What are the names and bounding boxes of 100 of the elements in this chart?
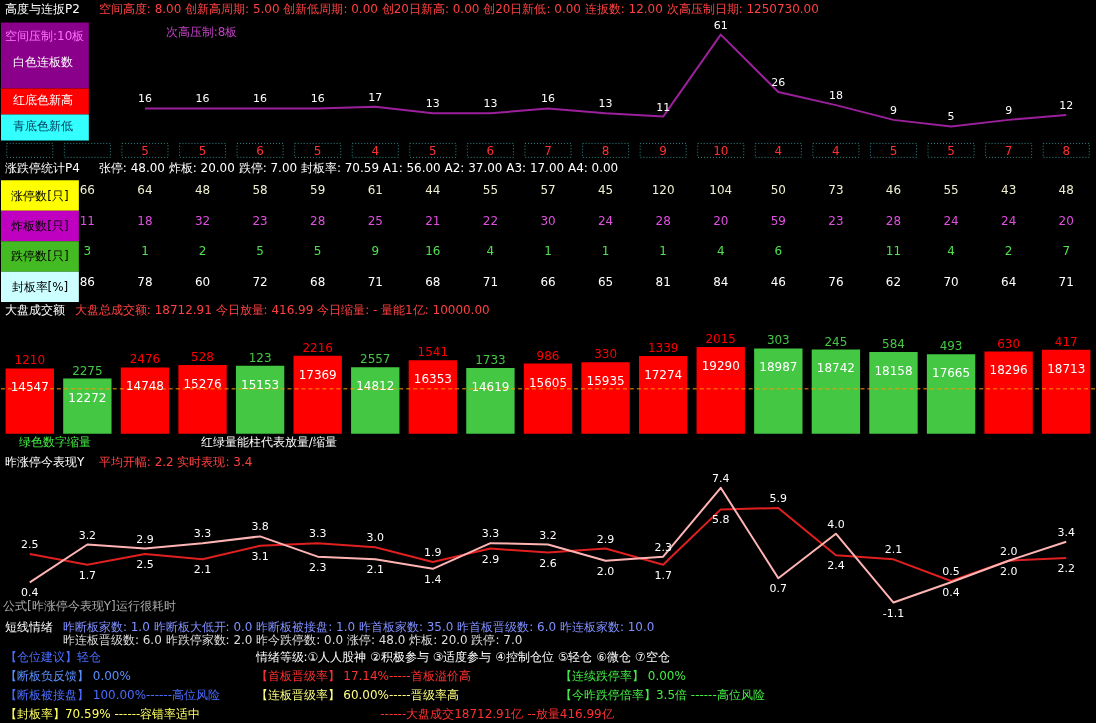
annotation: 493 (939, 339, 963, 354)
data-label: 17665 (932, 366, 971, 381)
data-label: 4 (371, 144, 380, 159)
data-label: 13 (483, 97, 498, 111)
data-label: 81 (655, 274, 671, 289)
chart-title: 涨跌停统计P4 (4, 161, 80, 176)
text: 【今昨跌停倍率】3.5倍 ------高位风险 (559, 688, 765, 703)
y-tick-label: 涨停数[只] (11, 188, 69, 203)
data-label: 84 (713, 274, 729, 289)
data-label: 7 (544, 144, 552, 159)
text: ------大盘成交18712.91亿 --放量416.99亿 (380, 707, 614, 722)
data-label: 4 (716, 244, 725, 259)
data-label: 120 (651, 183, 675, 198)
data-label: 21 (425, 213, 441, 228)
data-label: 3.3 (308, 527, 327, 541)
data-label: 5.9 (769, 492, 788, 506)
data-label: 2.6 (539, 556, 557, 570)
text: 短线情绪 (4, 619, 53, 634)
data-label: 15276 (183, 377, 222, 392)
data-label: 8 (601, 144, 610, 159)
annotation: 白色连板数 (12, 54, 73, 69)
data-label: 3.4 (1057, 525, 1075, 539)
data-label: 5 (889, 144, 898, 159)
data-label: 71 (1058, 274, 1074, 289)
data-label: 11 (656, 100, 671, 114)
data-label: 12272 (68, 390, 107, 405)
data-label: 7.4 (712, 471, 730, 485)
data-label: 2.5 (136, 557, 154, 571)
annotation: 123 (248, 350, 272, 365)
data-label: 86 (79, 274, 95, 289)
data-label: 48 (194, 183, 211, 198)
data-label: 32 (194, 213, 211, 228)
data-label: 58 (252, 183, 268, 198)
data-label: 2.5 (21, 537, 39, 551)
data-label: 10 (713, 144, 729, 159)
text: 【断板被接盘】 100.00%------高位风险 (4, 688, 220, 703)
annotation: 303 (766, 333, 790, 348)
data-label: 62 (885, 274, 902, 289)
data-label: 16 (195, 92, 210, 106)
y-tick-label: 跌停数[只] (11, 249, 69, 264)
data-label: 46 (885, 183, 902, 198)
y-tick-label: 封板率[%] (11, 279, 69, 294)
data-label: 24 (943, 213, 959, 228)
data-label: 2.0 (596, 564, 615, 578)
data-label: 28 (885, 213, 902, 228)
data-label: 76 (828, 274, 844, 289)
data-label: 1 (544, 244, 552, 259)
data-label: 2.9 (596, 532, 615, 546)
annotation: 青底色新低 (12, 119, 73, 134)
annotation: 1541 (417, 345, 449, 360)
data-label: 13 (425, 97, 440, 111)
data-label: 5 (198, 144, 207, 159)
data-label: 55 (943, 183, 959, 198)
data-label: 61 (713, 18, 728, 32)
data-label: 9 (371, 244, 380, 259)
data-label: 18987 (759, 360, 798, 375)
data-label: 1.7 (654, 568, 672, 582)
data-label: 18742 (816, 361, 855, 376)
data-label: 2.4 (827, 559, 845, 573)
data-label: 14812 (356, 379, 395, 394)
chart-subtitle: 空间高度: 8.00 创新高周期: 5.00 创新低周期: 0.00 创20日新高: 0.00 创20日新低: 0.00 连扳数: 12.00 次高压制日期: 1250730.00 (98, 1, 819, 16)
data-label: 16 (310, 92, 325, 106)
data-label: 71 (367, 274, 383, 289)
data-label: 2.2 (1057, 561, 1075, 575)
data-label: 7 (1004, 144, 1013, 159)
data-label: 2.1 (366, 563, 384, 577)
data-label: 20 (713, 213, 729, 228)
data-label: 3.1 (251, 549, 269, 563)
text: 【连续跌停率】 0.00% (559, 669, 686, 684)
data-label: 1 (659, 244, 667, 259)
data-label: 16 (425, 244, 441, 259)
data-label: 3.8 (251, 520, 269, 534)
data-label: 0.7 (769, 582, 788, 596)
data-label: 59 (310, 183, 326, 198)
data-label: 2.9 (136, 532, 154, 546)
data-label: 17274 (644, 368, 683, 383)
data-label: 68 (425, 274, 441, 289)
chart-title: 高度与连扳P2 (4, 1, 80, 16)
data-label: 55 (482, 183, 499, 198)
data-label: 61 (367, 183, 383, 198)
data-label: 16 (253, 92, 268, 106)
text: 红绿量能柱代表放量/缩量 (200, 434, 337, 449)
data-label: 18158 (874, 364, 913, 379)
data-label: 6 (774, 244, 783, 259)
data-label: 0.5 (942, 564, 960, 578)
data-label: 104 (709, 183, 733, 198)
data-label: 9 (889, 103, 897, 117)
data-label: -1.1 (882, 606, 905, 620)
data-label: 3.3 (481, 527, 500, 541)
data-label: 26 (771, 76, 786, 89)
text: 【断板负反馈】 0.00% (4, 669, 131, 684)
data-label: 2.9 (481, 552, 500, 566)
data-label: 4 (774, 144, 783, 159)
data-label: 15605 (528, 375, 568, 390)
data-label: 16 (137, 92, 152, 106)
data-label: 5 (313, 144, 322, 159)
data-label: 16 (541, 92, 555, 106)
data-label: 1.9 (424, 546, 442, 560)
data-label: 5 (256, 244, 264, 259)
annotation: 330 (594, 347, 618, 362)
